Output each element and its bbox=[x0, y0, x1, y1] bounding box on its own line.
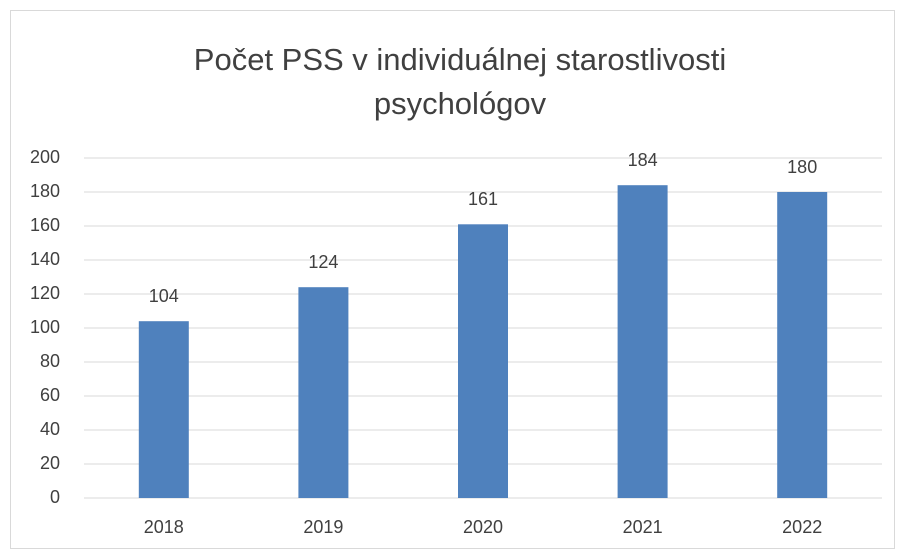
bar bbox=[777, 192, 828, 498]
bar bbox=[138, 321, 189, 498]
chart-title: Počet PSS v individuálnej starostlivosti… bbox=[193, 42, 727, 121]
data-label: 161 bbox=[468, 189, 498, 209]
data-label: 124 bbox=[308, 252, 338, 272]
x-tick-label: 2019 bbox=[303, 517, 343, 537]
y-tick-label: 80 bbox=[40, 351, 60, 371]
x-tick-label: 2018 bbox=[144, 517, 184, 537]
bar bbox=[458, 224, 508, 499]
y-tick-label: 40 bbox=[40, 419, 60, 439]
y-tick-label: 60 bbox=[40, 385, 60, 405]
x-tick-label: 2022 bbox=[782, 517, 822, 537]
bar bbox=[617, 185, 668, 498]
x-tick-label: 2020 bbox=[463, 517, 503, 537]
data-label: 180 bbox=[787, 157, 817, 177]
y-tick-label: 140 bbox=[30, 249, 60, 269]
y-tick-label: 160 bbox=[30, 215, 60, 235]
y-tick-label: 180 bbox=[30, 181, 60, 201]
x-tick-label: 2021 bbox=[623, 517, 663, 537]
y-tick-label: 20 bbox=[40, 453, 60, 473]
y-tick-label: 100 bbox=[30, 317, 60, 337]
bar bbox=[298, 287, 349, 498]
data-label: 184 bbox=[628, 150, 658, 170]
y-tick-label: 0 bbox=[50, 487, 60, 507]
data-label: 104 bbox=[149, 286, 179, 306]
y-tick-label: 200 bbox=[30, 147, 60, 167]
y-tick-label: 120 bbox=[30, 283, 60, 303]
